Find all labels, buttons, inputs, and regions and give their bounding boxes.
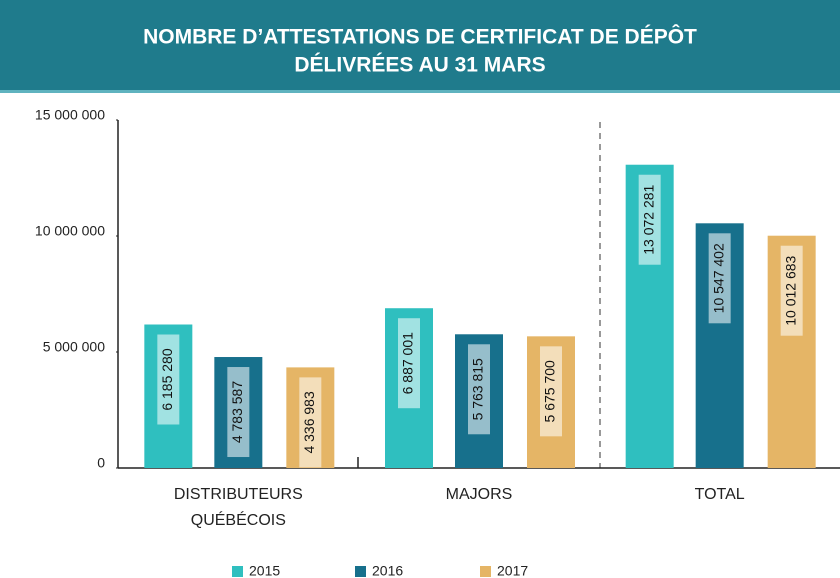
x-tick-label: DISTRIBUTEURS QUÉBÉCOIS — [173, 486, 303, 529]
value-label: 4 783 587 — [229, 381, 245, 443]
header-band — [0, 0, 840, 90]
chart-title: DÉLIVRÉES AU 31 MARS — [294, 54, 545, 77]
value-label-box — [780, 245, 803, 336]
x-tick-label: MAJORS — [445, 486, 513, 503]
y-tick-label: 5 000 000 — [43, 339, 105, 355]
x-tick-label: TOTAL — [694, 486, 745, 503]
legend-swatch — [232, 566, 243, 577]
legend-swatch — [355, 566, 366, 577]
value-label-box — [638, 174, 661, 265]
value-label: 13 072 281 — [640, 184, 656, 254]
value-label-box — [299, 377, 322, 468]
y-tick-label: 0 — [97, 455, 105, 471]
value-label: 4 336 983 — [301, 391, 317, 453]
y-tick-label: 10 000 000 — [35, 223, 105, 239]
value-label: 10 547 402 — [710, 243, 726, 313]
value-label-box — [157, 334, 180, 425]
value-label: 6 185 280 — [159, 348, 175, 410]
legend-label: 2017 — [497, 563, 528, 578]
value-label-box — [708, 233, 731, 324]
value-label: 6 887 001 — [400, 332, 416, 394]
legend-label: 2015 — [249, 563, 280, 578]
chart-title: NOMBRE D’ATTESTATIONS DE CERTIFICAT DE D… — [143, 25, 697, 49]
legend-label: 2016 — [372, 563, 403, 578]
value-label-box — [227, 367, 250, 458]
legend-swatch — [480, 566, 491, 577]
y-tick-label: 15 000 000 — [35, 107, 105, 123]
header-strip — [0, 90, 840, 93]
value-label-box — [398, 318, 420, 409]
value-label-box — [468, 344, 490, 435]
value-label: 10 012 683 — [782, 255, 798, 325]
value-label: 5 763 815 — [470, 358, 486, 420]
value-label: 5 675 700 — [542, 360, 558, 422]
value-label-box — [540, 346, 562, 437]
